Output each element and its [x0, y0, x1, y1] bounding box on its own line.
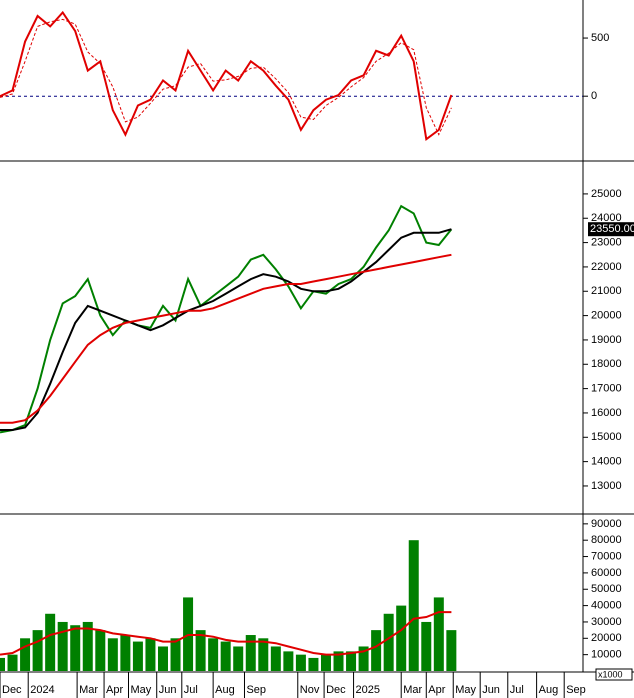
- y-tick-label: 60000: [591, 567, 622, 579]
- x-tick-label: Aug: [215, 684, 235, 696]
- series-line: [0, 228, 452, 431]
- volume-bar: [346, 651, 357, 671]
- x-tick-label: Mar: [403, 684, 422, 696]
- y-tick-label: 16000: [591, 407, 622, 419]
- x-tick-label: Dec: [2, 684, 22, 696]
- series-line: [0, 611, 452, 656]
- y-tick-label: 50000: [591, 583, 622, 595]
- x-tick-label: Sep: [566, 684, 586, 696]
- volume-bar: [270, 646, 281, 671]
- volume-bar: [245, 635, 256, 671]
- volume-bar: [433, 597, 444, 671]
- series-line: [0, 10, 453, 141]
- volume-bar: [70, 625, 81, 671]
- x-tick-label: Dec: [326, 684, 346, 696]
- y-tick-label: 25000: [591, 188, 622, 200]
- volume-bar: [145, 638, 156, 671]
- last-price-box: [588, 222, 634, 237]
- x-tick-label: May: [131, 684, 152, 696]
- volume-bar: [396, 605, 407, 671]
- volume-bar: [233, 646, 244, 671]
- x-tick-label: Jun: [159, 684, 177, 696]
- y-tick-label: 80000: [591, 534, 622, 546]
- volume-bar: [45, 613, 56, 671]
- y-tick-label: 19000: [591, 334, 622, 346]
- volume-bar: [408, 540, 419, 671]
- x-tick-label: 2025: [356, 684, 380, 696]
- y-tick-label: 20000: [591, 310, 622, 322]
- series-line: [0, 253, 452, 424]
- volume-bar: [195, 630, 206, 671]
- y-tick-label: 18000: [591, 358, 622, 370]
- y-tick-label: 21000: [591, 285, 622, 297]
- x-tick-label: Apr: [428, 684, 445, 696]
- y-tick-label: 500: [591, 32, 609, 44]
- x-tick-label: Apr: [106, 684, 123, 696]
- x-tick-label: Jun: [482, 684, 500, 696]
- y-tick-label: 70000: [591, 550, 622, 562]
- y-tick-label: 15000: [591, 431, 622, 443]
- series-line: [0, 18, 452, 136]
- x-tick-label: Aug: [539, 684, 559, 696]
- volume-bar: [170, 638, 181, 671]
- volume-bar: [283, 651, 294, 671]
- volume-bar: [383, 613, 394, 671]
- y-tick-label: 13000: [591, 480, 622, 492]
- volume-bar: [7, 654, 18, 671]
- x-tick-label: Sep: [246, 684, 266, 696]
- volume-bar: [95, 630, 106, 671]
- y-tick-label: 30000: [591, 616, 622, 628]
- x-tick-label: Jul: [184, 684, 198, 696]
- volume-bar: [32, 630, 43, 671]
- volume-bar: [132, 641, 143, 671]
- volume-bar: [358, 646, 369, 671]
- y-tick-label: 20000: [591, 632, 622, 644]
- volume-bar: [421, 621, 432, 671]
- volume-bar: [107, 638, 118, 671]
- volume-bar: [371, 630, 382, 671]
- x-tick-label: Mar: [79, 684, 98, 696]
- x-tick-label: Jul: [510, 684, 524, 696]
- volume-bar: [295, 654, 306, 671]
- volume-bar: [320, 654, 331, 671]
- volume-bar: [0, 657, 5, 671]
- y-tick-label: 90000: [591, 518, 622, 530]
- volume-bar: [220, 641, 231, 671]
- y-tick-label: 22000: [591, 261, 622, 273]
- y-tick-label: 23000: [591, 236, 622, 248]
- y-tick-label: 17000: [591, 383, 622, 395]
- volume-bar: [120, 635, 131, 671]
- volume-bar: [20, 638, 31, 671]
- y-tick-label: 0: [591, 90, 597, 102]
- last-price-label: 23550.00: [590, 223, 634, 235]
- volume-bar: [82, 621, 93, 671]
- volume-bar: [258, 638, 269, 671]
- y-tick-label: 10000: [591, 649, 622, 661]
- volume-bar: [308, 657, 319, 671]
- x-tick-label: Nov: [300, 684, 320, 696]
- volume-bar: [446, 630, 457, 671]
- unit-label: x1000: [598, 669, 623, 679]
- y-tick-label: 40000: [591, 600, 622, 612]
- volume-bar: [333, 651, 344, 671]
- volume-bar: [57, 621, 68, 671]
- x-tick-label: May: [455, 684, 476, 696]
- unit-box: [595, 668, 633, 681]
- x-tick-label: 2024: [30, 684, 54, 696]
- volume-bar: [208, 638, 219, 671]
- y-tick-label: 14000: [591, 456, 622, 468]
- series-line: [0, 204, 453, 434]
- volume-bar: [157, 646, 168, 671]
- y-tick-label: 24000: [591, 212, 622, 224]
